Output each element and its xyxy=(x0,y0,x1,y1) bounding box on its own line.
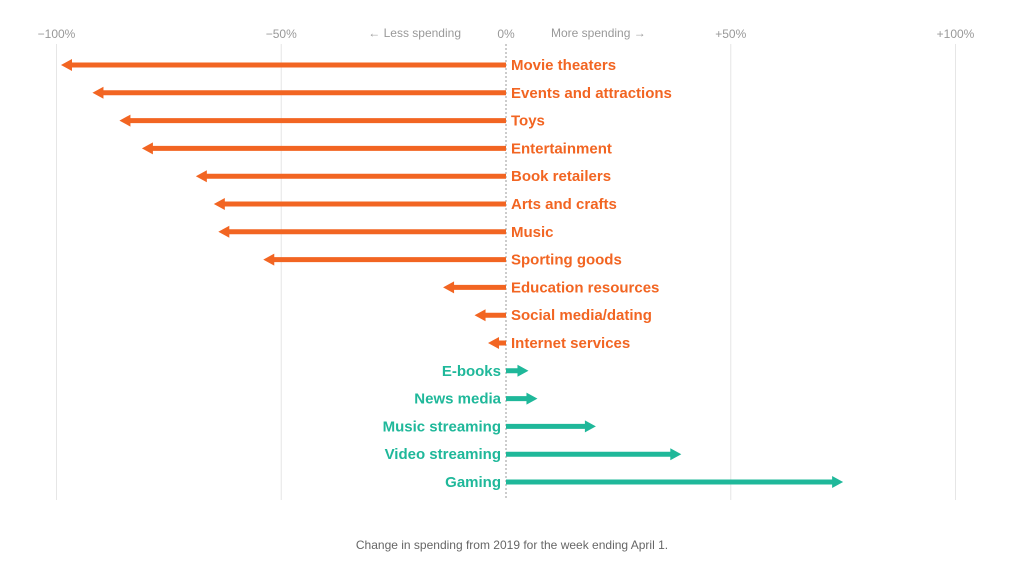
category-label: Sporting goods xyxy=(511,252,622,269)
category-label: Arts and crafts xyxy=(511,196,617,213)
category-label: Events and attractions xyxy=(511,85,672,102)
x-tick-label: −50% xyxy=(266,27,297,41)
bar-arrow xyxy=(119,114,507,127)
category-label: News media xyxy=(414,391,501,408)
bar-arrow xyxy=(506,420,596,433)
axis-note-layer: ← Less spending More spending → xyxy=(368,26,645,40)
category-label: Entertainment xyxy=(511,140,612,157)
x-tick-label: +100% xyxy=(937,27,975,41)
x-tick-label: +50% xyxy=(715,27,746,41)
category-label: Toys xyxy=(511,113,545,130)
category-label: Video streaming xyxy=(385,446,501,463)
bar-arrow xyxy=(443,281,506,294)
bar-arrow xyxy=(263,253,506,266)
category-label: Music streaming xyxy=(383,418,501,435)
grid-layer xyxy=(56,44,956,500)
axis-note-less-spending: ← Less spending xyxy=(368,26,461,40)
bar-arrow xyxy=(488,337,506,349)
category-label: Gaming xyxy=(445,474,501,491)
axis-note-more-spending: More spending → xyxy=(551,26,646,40)
bar-arrow xyxy=(506,448,682,461)
x-tick-label: −100% xyxy=(38,27,76,41)
bar-arrow xyxy=(506,476,844,488)
bar-arrow xyxy=(506,364,529,377)
bar-arrow xyxy=(474,309,506,322)
bar-arrow xyxy=(218,225,506,238)
bar-arrow xyxy=(506,392,538,405)
x-tick-label: 0% xyxy=(497,27,515,41)
bar-arrow xyxy=(60,59,507,71)
spending-change-chart: −100% −50% 0% +50% +100% ← Less spending Mor… xyxy=(38,26,975,500)
category-label: E-books xyxy=(442,363,501,380)
category-label: Internet services xyxy=(511,335,630,352)
category-label: Social media/dating xyxy=(511,307,652,324)
bar-layer xyxy=(60,59,844,488)
bar-arrow xyxy=(92,86,507,99)
category-label: Music xyxy=(511,224,554,241)
category-label: Movie theaters xyxy=(511,57,616,74)
bar-arrow xyxy=(141,142,506,155)
bar-arrow xyxy=(213,198,506,210)
bar-arrow xyxy=(195,170,506,183)
chart-caption: Change in spending from 2019 for the wee… xyxy=(355,538,669,552)
category-label: Book retailers xyxy=(511,168,611,185)
label-layer: Movie theaters Events and attractions Toys… xyxy=(383,57,672,491)
category-label: Education resources xyxy=(511,279,659,296)
tick-layer: −100% −50% 0% +50% +100% xyxy=(38,27,975,41)
